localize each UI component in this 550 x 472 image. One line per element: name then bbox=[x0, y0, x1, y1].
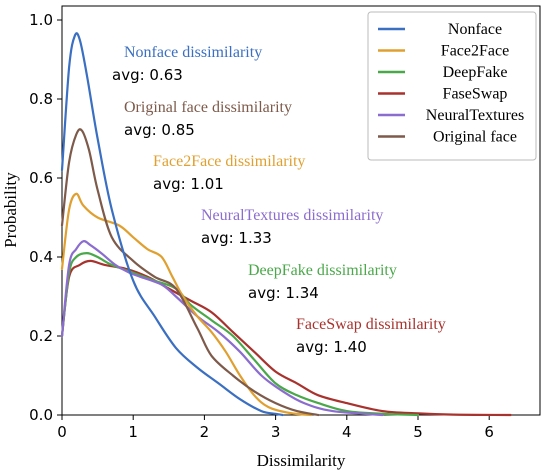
x-tick-label: 1 bbox=[128, 423, 138, 441]
annotation-title: Original face dissimilarity bbox=[124, 99, 292, 116]
x-tick-label: 0 bbox=[57, 423, 67, 441]
y-axis-label: Probability bbox=[1, 172, 20, 248]
series-line-faseswap bbox=[60, 259, 512, 417]
legend-label: DeepFake bbox=[443, 64, 508, 81]
legend-label: Nonface bbox=[448, 21, 502, 38]
annotation-avg: avg: 0.85 bbox=[124, 121, 195, 139]
annotation-avg: avg: 0.63 bbox=[112, 66, 183, 84]
x-axis-label: Dissimilarity bbox=[257, 451, 346, 470]
annotation-title: Face2Face dissimilarity bbox=[153, 153, 305, 170]
annotation-title: FaceSwap dissimilarity bbox=[296, 316, 446, 333]
y-tick-label: 0.6 bbox=[29, 169, 53, 187]
series-line-nonface bbox=[60, 32, 284, 417]
annotation-avg: avg: 1.01 bbox=[153, 175, 224, 193]
x-tick-label: 2 bbox=[200, 423, 210, 441]
legend-label: FaseSwap bbox=[443, 86, 508, 103]
legend-label: Face2Face bbox=[441, 43, 509, 60]
annotation-avg: avg: 1.33 bbox=[201, 229, 272, 247]
legend-box bbox=[367, 11, 537, 161]
annotation-title: DeepFake dissimilarity bbox=[248, 262, 397, 279]
series-line-original-face bbox=[60, 128, 320, 417]
y-tick-label: 1.0 bbox=[29, 11, 53, 29]
x-tick-label: 6 bbox=[484, 423, 494, 441]
series-line-neuraltextures bbox=[60, 239, 384, 417]
y-tick-label: 0.0 bbox=[29, 406, 53, 424]
x-tick-label: 4 bbox=[342, 423, 352, 441]
annotation-avg: avg: 1.34 bbox=[248, 284, 319, 302]
series-line-deepfake bbox=[60, 252, 420, 417]
series-line-face2face bbox=[60, 192, 313, 417]
y-tick-label: 0.8 bbox=[29, 90, 53, 108]
x-tick-label: 3 bbox=[271, 423, 281, 441]
annotation-avg: avg: 1.40 bbox=[296, 338, 367, 356]
y-tick-label: 0.4 bbox=[29, 248, 53, 266]
annotation-title: Nonface dissimilarity bbox=[124, 44, 262, 61]
y-tick-label: 0.2 bbox=[29, 327, 53, 345]
legend-label: NeuralTextures bbox=[426, 107, 524, 124]
x-tick-label: 5 bbox=[413, 423, 423, 441]
annotation-title: NeuralTextures dissimilarity bbox=[201, 207, 383, 224]
legend-label: Original face bbox=[433, 129, 517, 146]
